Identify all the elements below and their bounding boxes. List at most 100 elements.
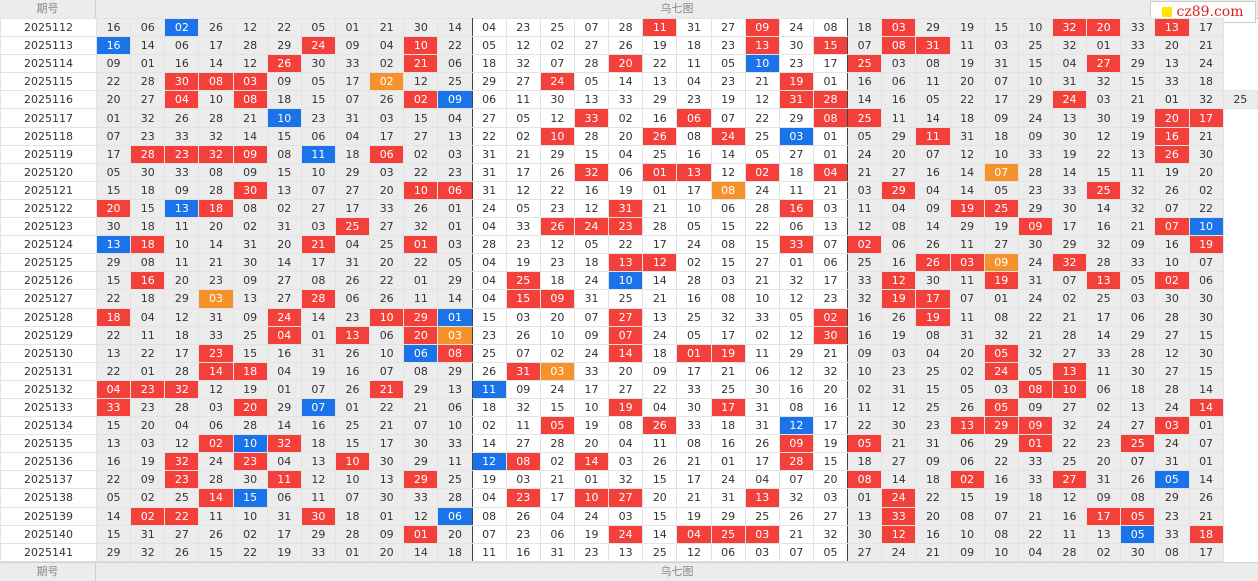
highlighted-number-cell: 19 xyxy=(710,343,746,363)
number-cell: 16 xyxy=(676,289,712,309)
number-cell: 01 xyxy=(334,397,371,418)
number-cell: 04 xyxy=(266,361,302,381)
number-cell: 23 xyxy=(778,54,814,74)
number-cell: 04 xyxy=(471,217,507,237)
period-column-header[interactable]: 期号 xyxy=(0,0,96,18)
number-cell: 24 xyxy=(573,343,610,363)
number-cell: 12 xyxy=(847,217,883,237)
number-cell: 01 xyxy=(1188,452,1224,472)
chart-title-header[interactable]: 乌七图 xyxy=(660,2,694,15)
period-column-footer[interactable]: 期号 xyxy=(0,563,96,581)
number-cell: 01 xyxy=(710,452,746,472)
number-cell: 28 xyxy=(1017,162,1053,182)
highlighted-number-cell: 10 xyxy=(573,488,610,508)
number-cell: 17 xyxy=(334,198,371,219)
number-cell: 14 xyxy=(198,54,234,74)
number-cell: 19 xyxy=(573,524,610,544)
number-cell: 31 xyxy=(676,17,712,38)
number-cell: 33 xyxy=(573,361,610,381)
number-cell: 20 xyxy=(881,144,917,164)
number-cell: 22 xyxy=(95,325,132,345)
highlighted-number-cell: 24 xyxy=(539,72,575,92)
number-cell: 30 xyxy=(232,470,268,490)
number-cell: 24 xyxy=(1086,416,1122,436)
highlighted-number-cell: 13 xyxy=(164,198,200,219)
number-cell: 28 xyxy=(198,180,234,200)
table-row: 2025121 15 18 09 28 30 13 07 27 20 10 06 31 12 22 16 19 0… xyxy=(0,180,1258,200)
number-cell: 18 xyxy=(334,506,371,526)
highlighted-number-cell: 17 xyxy=(915,289,951,309)
number-cell: 14 xyxy=(266,416,302,436)
number-cell: 01 xyxy=(130,361,166,381)
number-cell: 07 xyxy=(334,488,371,508)
number-cell: 27 xyxy=(369,217,405,237)
number-cell: 13 xyxy=(642,72,678,92)
number-cell: 08 xyxy=(710,289,746,309)
highlighted-number-cell: 26 xyxy=(266,54,302,74)
number-cell: 31 xyxy=(471,180,507,200)
number-cell: 23 xyxy=(1086,434,1122,454)
number-cell: 18 xyxy=(1188,72,1224,92)
number-cell: 22 xyxy=(915,488,951,508)
number-cell: 07 xyxy=(983,506,1019,526)
highlighted-number-cell: 07 xyxy=(608,325,644,345)
number-cell: 08 xyxy=(1154,542,1190,563)
number-cell: 30 xyxy=(539,90,575,110)
number-cell: 26 xyxy=(198,524,234,544)
number-cell: 30 xyxy=(915,271,951,291)
number-cell: 16 xyxy=(915,162,951,182)
number-cell: 24 xyxy=(1017,253,1053,273)
highlighted-number-cell: 16 xyxy=(1154,126,1190,146)
table-row: 2025134 15 20 04 06 28 14 16 25 21 07 10 02 11 05 19 08 2… xyxy=(0,416,1258,436)
number-cell: 06 xyxy=(437,54,473,74)
number-cell: 22 xyxy=(95,289,132,309)
table-row: 2025125 29 08 11 21 30 14 17 31 20 22 05 04 19 23 18 13 1… xyxy=(0,253,1258,273)
number-cell: 18 xyxy=(778,162,814,182)
number-cell: 13 xyxy=(95,434,132,454)
number-cell: 26 xyxy=(403,198,439,219)
number-cell: 08 xyxy=(608,416,644,436)
number-cell: 10 xyxy=(1017,17,1053,38)
number-cell: 26 xyxy=(915,235,951,255)
number-cell: 14 xyxy=(847,90,883,110)
number-cell: 33 xyxy=(1017,144,1053,164)
number-cell: 19 xyxy=(130,452,166,472)
number-cell: 03 xyxy=(983,36,1019,56)
number-cell: 27 xyxy=(505,72,541,92)
number-cell: 12 xyxy=(744,90,780,110)
number-cell: 25 xyxy=(437,72,473,92)
highlighted-number-cell: 15 xyxy=(505,289,541,309)
number-cell: 15 xyxy=(812,452,849,472)
number-cell: 22 xyxy=(369,271,405,291)
number-cell: 31 xyxy=(266,217,302,237)
number-cell: 24 xyxy=(1017,108,1053,128)
number-cell: 09 xyxy=(983,108,1019,128)
highlighted-number-cell: 29 xyxy=(403,470,439,490)
number-cell: 32 xyxy=(1017,343,1053,363)
chart-title-footer[interactable]: 乌七图 xyxy=(660,565,694,578)
number-cell: 15 xyxy=(95,271,132,291)
period-cell: 2025124 xyxy=(0,235,97,255)
number-cell: 32 xyxy=(1051,36,1088,56)
number-cell: 11 xyxy=(437,452,473,472)
number-cell: 28 xyxy=(232,36,268,56)
number-cell: 10 xyxy=(300,162,336,182)
number-cell: 20 xyxy=(642,488,678,508)
number-cell: 15 xyxy=(573,144,610,164)
period-cell: 2025130 xyxy=(0,343,97,363)
number-cell: 21 xyxy=(710,361,746,381)
number-cell: 08 xyxy=(266,144,302,164)
number-cell: 20 xyxy=(812,470,849,490)
number-cell: 29 xyxy=(1017,198,1053,219)
number-cell: 26 xyxy=(1154,180,1190,200)
number-cell: 26 xyxy=(1188,488,1224,508)
number-cell: 27 xyxy=(130,90,166,110)
number-cell: 14 xyxy=(1188,379,1224,399)
number-cell: 06 xyxy=(710,542,746,563)
number-cell: 31 xyxy=(949,126,985,146)
number-cell: 09 xyxy=(369,524,405,544)
number-cell: 05 xyxy=(505,108,541,128)
number-cell: 10 xyxy=(334,470,371,490)
number-cell: 05 xyxy=(676,217,712,237)
number-cell: 08 xyxy=(710,235,746,255)
